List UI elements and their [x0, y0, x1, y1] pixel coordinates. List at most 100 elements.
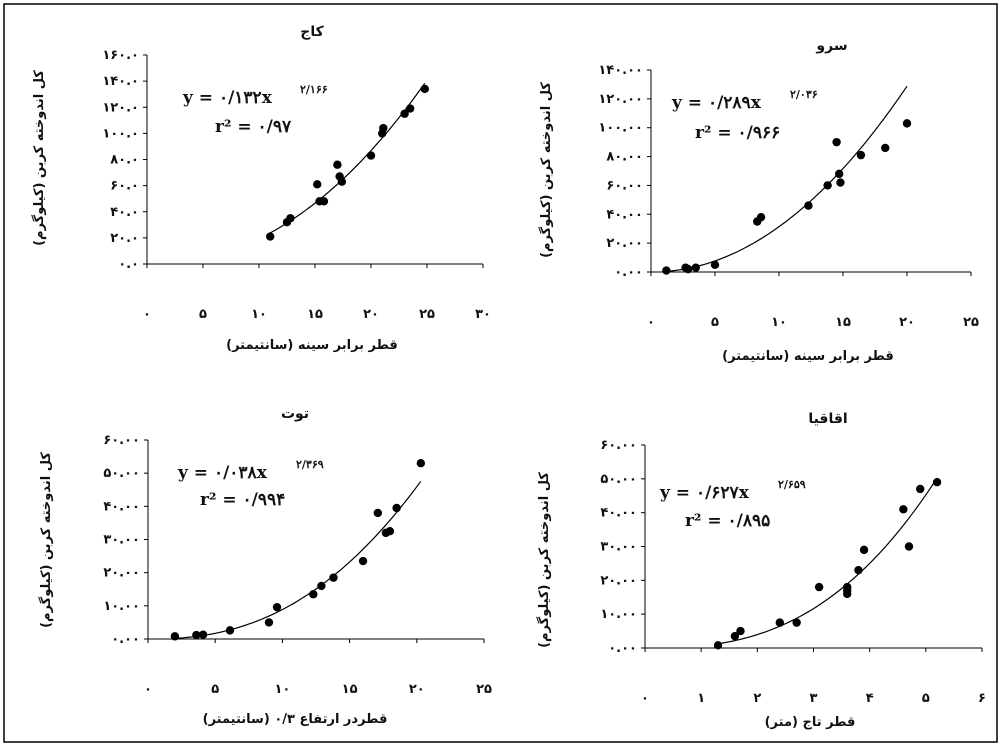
- data-point: [691, 263, 700, 272]
- equation-text: y = ۰/۲۸۹x: [671, 93, 762, 113]
- trend-line: [269, 82, 426, 234]
- r-squared-text: r² = ۰/۹۹۴: [200, 490, 285, 510]
- y-tick-label: ۰.۰۰: [614, 265, 643, 280]
- data-point: [225, 626, 235, 635]
- x-tick-label: ۲۰: [899, 315, 915, 330]
- equation-text: y = ۰/۱۳۲x: [182, 88, 273, 108]
- x-tick-label: ۲: [753, 691, 761, 706]
- x-tick-label: ۱۵: [342, 682, 358, 697]
- chart-panel-cypress: سرو کل اندوخته کربن (کیلوگرم) قطر برابر …: [538, 38, 979, 364]
- data-point: [823, 181, 832, 190]
- data-point: [333, 160, 342, 169]
- x-tick-label: ۲۰: [363, 307, 379, 322]
- data-point: [392, 503, 401, 513]
- x-tick-label: ۲۵: [963, 315, 979, 330]
- x-tick-label: ۵: [211, 682, 219, 697]
- x-tick-label: ۳۰: [475, 307, 491, 322]
- x-tick-label: ۵: [922, 691, 930, 706]
- x-tick-label: ۱۰: [771, 315, 787, 330]
- data-point: [904, 542, 914, 551]
- chart-panel-mulberry: توت کل اندوخته کربن (کیلوگرم) قطردر ارتف…: [38, 406, 492, 727]
- y-axis-label: کل اندوخته کربن (کیلوگرم): [536, 472, 552, 648]
- y-axis-label: کل اندوخته کربن (کیلوگرم): [38, 452, 54, 628]
- figure-border: [3, 3, 998, 743]
- equation-exponent: ۲/۱۶۶: [300, 83, 328, 96]
- y-tick-label: ۳۰.۰۰: [103, 533, 140, 548]
- data-point: [198, 630, 208, 639]
- equation-text: y = ۰/۶۲۷x: [659, 483, 750, 503]
- data-point: [683, 264, 693, 274]
- data-point: [843, 582, 852, 592]
- data-point: [932, 478, 942, 487]
- data-point: [313, 180, 322, 189]
- x-tick-label: ۱: [697, 691, 705, 706]
- y-tick-label: ۲۰.۰۰: [103, 566, 140, 581]
- y-tick-label: ۵۰.۰۰: [600, 472, 637, 487]
- y-tick-label: ۴۰.۰: [110, 205, 139, 220]
- y-tick-label: ۱۲۰.۰: [102, 100, 139, 115]
- x-axis-label: قطردر ارتفاع ۰/۳ (سانتیمتر): [203, 712, 388, 727]
- data-point: [319, 197, 329, 206]
- y-axis-label: کل اندوخته کربن (کیلوگرم): [31, 70, 47, 246]
- data-point: [400, 109, 409, 118]
- equation-exponent: ۲/۳۶۹: [296, 458, 324, 471]
- equation-text: y = ۰/۰۳۸x: [177, 463, 268, 483]
- data-point: [358, 556, 368, 566]
- data-point: [329, 573, 338, 582]
- trend-line: [663, 85, 908, 273]
- x-tick-label: ۴: [866, 691, 874, 706]
- chart-panel-pine: کاج کل اندوخته کربن (کیلوگرم) قطر برابر …: [31, 24, 491, 353]
- data-point: [881, 143, 890, 153]
- data-point: [366, 151, 376, 160]
- x-tick-label: ۶: [978, 691, 986, 706]
- data-point: [317, 581, 326, 591]
- x-tick-label: ۱۰: [274, 682, 290, 697]
- chart-title: توت: [281, 406, 309, 422]
- y-tick-label: ۱۰.۰۰: [600, 607, 637, 622]
- data-point: [775, 618, 784, 627]
- y-tick-label: ۶۰.۰۰: [600, 438, 637, 453]
- chart-title: کاج: [300, 24, 324, 40]
- data-point: [170, 632, 180, 641]
- y-tick-label: ۳۰.۰۰: [600, 540, 637, 555]
- trend-line: [717, 477, 938, 645]
- y-tick-label: ۴۰.۰۰: [103, 499, 140, 514]
- data-point: [266, 232, 275, 241]
- trend-line: [174, 480, 422, 639]
- y-tick-label: ۶۰.۰: [110, 179, 139, 194]
- data-point: [804, 201, 813, 210]
- chart-title: سرو: [815, 38, 847, 54]
- data-point: [192, 630, 201, 640]
- x-tick-label: ۲۰: [409, 682, 425, 697]
- data-point: [916, 484, 925, 494]
- y-tick-label: ۶۰.۰۰: [103, 433, 140, 448]
- x-tick-label: ۵: [711, 315, 719, 330]
- data-point: [730, 631, 740, 641]
- equation-exponent: ۲/۶۵۹: [778, 478, 806, 491]
- trend-equation: y = ۰/۰۳۸x ۲/۳۶۹ r² = ۰/۹۹۴: [177, 458, 324, 510]
- y-tick-label: ۰.۰۰: [608, 641, 637, 656]
- x-tick-label: ۰: [144, 682, 152, 697]
- data-point: [832, 137, 841, 147]
- x-tick-label: ۰: [143, 307, 151, 322]
- x-axis-label: قطر تاج (متر): [765, 715, 856, 730]
- data-point: [373, 508, 383, 518]
- y-tick-label: ۴۰.۰۰: [600, 506, 637, 521]
- x-tick-label: ۰: [641, 691, 649, 706]
- y-tick-label: ۱۴۰.۰۰: [598, 63, 643, 78]
- r-squared-text: r² = ۰/۸۹۵: [685, 511, 770, 531]
- data-point: [859, 545, 869, 555]
- y-tick-label: ۱۲۰.۰۰: [598, 92, 643, 107]
- x-tick-label: ۰: [647, 315, 655, 330]
- data-point: [854, 565, 863, 575]
- data-point: [379, 123, 388, 133]
- x-axis-label: قطر برابر سینه (سانتیمتر): [722, 349, 894, 364]
- data-point: [662, 266, 671, 275]
- data-point: [756, 212, 766, 222]
- y-axis-label: کل اندوخته کربن (کیلوگرم): [538, 82, 554, 258]
- x-tick-label: ۲۵: [476, 682, 492, 697]
- y-tick-label: ۰.۰۰: [111, 632, 140, 647]
- x-tick-label: ۳: [810, 691, 818, 706]
- data-point: [385, 527, 395, 536]
